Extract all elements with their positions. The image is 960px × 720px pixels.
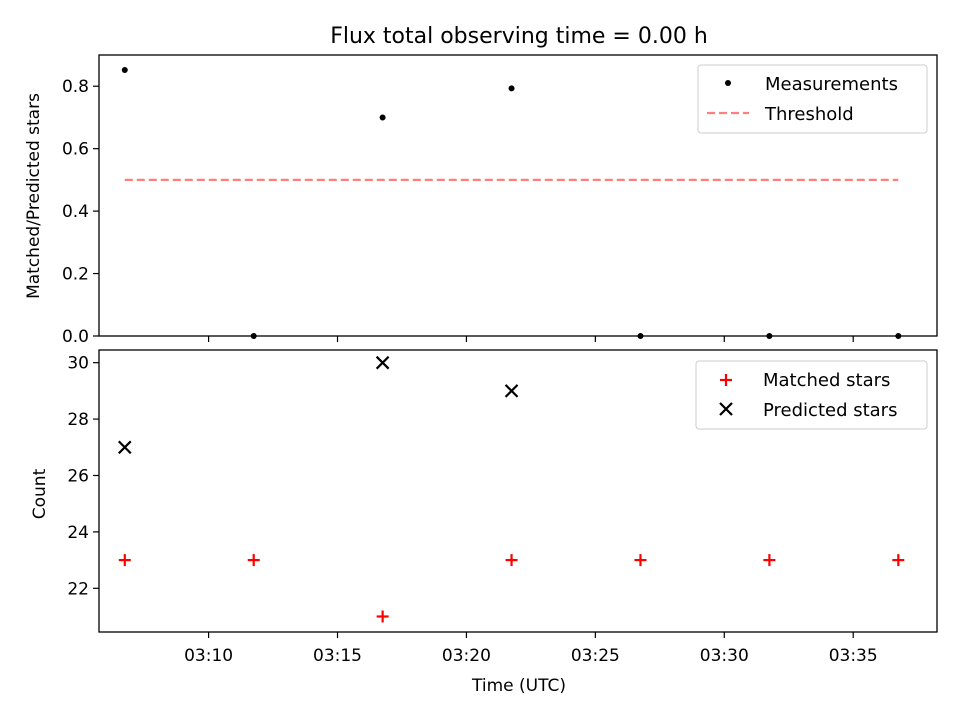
y-tick-label: 0.4 <box>62 202 89 222</box>
x-tick-label: 03:30 <box>700 646 749 666</box>
top-panel: 0.00.20.40.60.8 Matched/Predicted stars … <box>24 54 938 347</box>
predicted-star-point <box>375 355 390 370</box>
bottom-x-axis: 03:10 03:15 03:20 03:25 03:30 03:35 <box>184 632 878 666</box>
top-y-axis-label: Matched/Predicted stars <box>24 93 44 299</box>
y-tick-label: 0.6 <box>62 140 89 160</box>
x-tick-label: 03:10 <box>184 646 233 666</box>
y-tick-label: 28 <box>67 410 89 430</box>
x-axis-label: Time (UTC) <box>471 676 566 696</box>
matched-star-point <box>247 554 260 567</box>
legend-measurements-marker <box>725 80 731 86</box>
predicted-star-point <box>504 384 519 398</box>
legend-matched-label: Matched stars <box>763 370 890 391</box>
x-tick-label: 03:20 <box>442 646 491 666</box>
y-tick-label: 30 <box>67 354 89 374</box>
predicted-star-point <box>118 440 132 455</box>
measurement-point <box>250 333 257 339</box>
legend-threshold-label: Threshold <box>764 104 854 125</box>
y-tick-label: 22 <box>67 579 89 599</box>
bottom-plot-marks <box>118 355 905 623</box>
top-plot-marks <box>121 66 902 339</box>
top-x-axis-ticks <box>207 336 854 342</box>
y-tick-label: 26 <box>67 466 89 486</box>
bottom-axes-frame <box>98 349 938 633</box>
x-diag-b <box>118 440 132 455</box>
measurement-point <box>637 333 644 339</box>
measurement-point <box>895 333 902 339</box>
top-y-axis: 0.0 0.2 0.4 0.6 0.8 <box>62 77 99 347</box>
measurement-point <box>508 85 515 92</box>
y-tick-label: 0.0 <box>62 327 89 347</box>
top-legend: Measurements Threshold <box>697 64 928 134</box>
bottom-y-axis: 22 24 26 28 30 <box>67 354 99 599</box>
legend-predicted-marker <box>719 402 733 416</box>
x-diag-b <box>504 384 519 398</box>
x-diag-b <box>375 355 390 370</box>
x-tick-label: 03:15 <box>313 646 362 666</box>
x-tick-label: 03:25 <box>571 646 620 666</box>
bottom-legend-box <box>695 360 928 430</box>
matched-star-point <box>505 554 518 567</box>
measurement-point <box>121 66 128 73</box>
bottom-panel: 22 24 26 28 30 03:10 03:15 03:20 03:25 03:30 03:3… <box>30 349 938 696</box>
legend-measurements-label: Measurements <box>765 74 898 95</box>
matched-star-point <box>634 554 647 567</box>
matched-star-point <box>118 554 131 567</box>
top-legend-box <box>697 64 928 134</box>
top-axes-frame <box>98 54 938 337</box>
measurement-point <box>379 114 386 121</box>
chart-title: Flux total observing time = 0.00 h <box>330 24 708 49</box>
matched-star-point <box>763 554 776 567</box>
matched-star-point <box>376 610 389 623</box>
matched-star-point <box>892 554 905 567</box>
bottom-legend: Matched stars Predicted stars <box>695 360 928 430</box>
y-tick-label: 0.8 <box>62 77 89 97</box>
x-tick-label: 03:35 <box>829 646 878 666</box>
y-tick-label: 0.2 <box>62 265 89 285</box>
legend-matched-marker <box>720 374 732 386</box>
measurement-point <box>766 333 773 339</box>
bottom-y-axis-label: Count <box>30 468 50 519</box>
y-tick-label: 24 <box>67 523 89 543</box>
legend-predicted-label: Predicted stars <box>763 400 897 421</box>
